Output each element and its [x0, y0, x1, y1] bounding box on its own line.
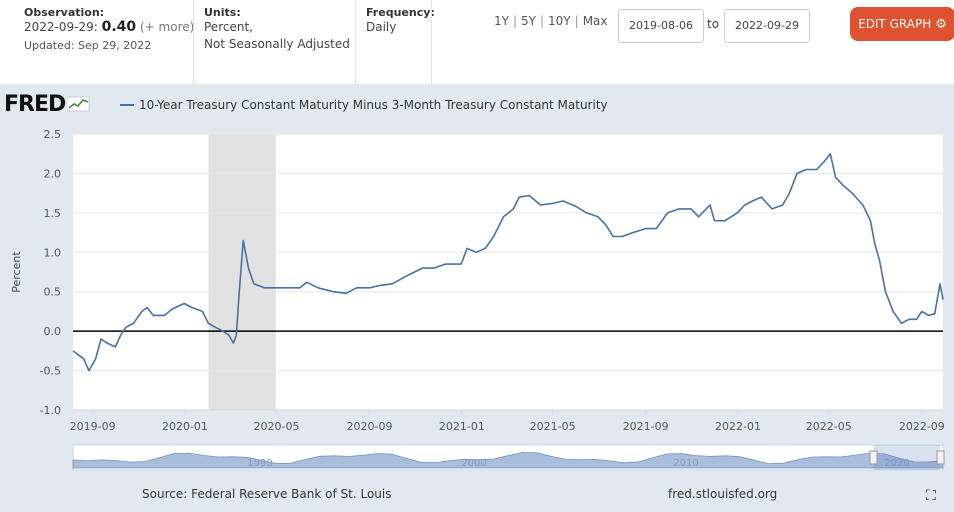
gear-icon: ⚙	[935, 17, 947, 32]
x-tick-label: 2019-09	[70, 420, 116, 433]
series-line	[72, 152, 944, 372]
units-line-1: Percent,	[204, 20, 253, 34]
x-tick-label: 2022-05	[806, 420, 852, 433]
x-tick-label: 2020-01	[162, 420, 208, 433]
header-bar: Observation: 2022-09-29: 0.40 (+ more) U…	[0, 0, 954, 84]
y-tick-label: 2.5	[44, 128, 62, 141]
navigator-label: 2020	[884, 458, 909, 469]
edit-graph-button[interactable]: EDIT GRAPH ⚙	[850, 7, 954, 41]
site-link[interactable]: fred.stlouisfed.org	[668, 487, 778, 501]
range-separator: |	[512, 14, 518, 28]
navigator-selection[interactable]	[874, 445, 940, 470]
observation-change-link[interactable]: (+ more)	[139, 20, 195, 34]
fred-logo: FRED	[4, 92, 91, 117]
date-to-label: to	[707, 17, 720, 31]
header-divider	[355, 0, 356, 84]
x-tick-label: 2021-01	[439, 420, 485, 433]
navigator-left-handle[interactable]	[869, 450, 878, 465]
fullscreen-icon[interactable]: ⛶	[926, 488, 936, 504]
edit-graph-label: EDIT GRAPH	[858, 17, 932, 31]
navigator-label: 2010	[673, 458, 698, 469]
observation-label: Observation:	[24, 6, 105, 19]
y-tick-label: 1.5	[44, 207, 62, 220]
observation-block: Observation: 2022-09-29: 0.40 (+ more) U…	[24, 6, 194, 52]
range-separator: |	[574, 14, 579, 28]
y-axis-label: Percent	[10, 251, 23, 293]
x-tick-label: 2022-01	[715, 420, 761, 433]
date-to-input[interactable]: 2022-09-29	[724, 9, 810, 43]
units-block: Units: Percent, Not Seasonally Adjusted	[204, 6, 350, 90]
chart-legend: 10-Year Treasury Constant Maturity Minus…	[120, 98, 608, 112]
x-tick-label: 2021-09	[623, 420, 669, 433]
source-text: Source: Federal Reserve Bank of St. Loui…	[142, 487, 392, 501]
x-tick-label: 2021-05	[530, 420, 576, 433]
legend-label: 10-Year Treasury Constant Maturity Minus…	[139, 98, 608, 112]
y-tick-label: -0.5	[40, 365, 61, 378]
date-from-input[interactable]: 2019-08-06	[618, 9, 704, 43]
updated-date: Updated: Sep 29, 2022	[24, 39, 152, 52]
range-separator: |	[539, 14, 545, 28]
observation-value: 2022-09-29: 0.40 (+ more)	[24, 19, 194, 36]
range-max[interactable]: Max	[582, 14, 608, 28]
y-tick-label: 0.5	[44, 286, 62, 299]
frequency-block: Frequency: Daily	[366, 6, 435, 90]
y-tick-label: 2.0	[44, 167, 62, 180]
recession-shading	[208, 134, 276, 410]
range-5y[interactable]: 5Y	[521, 14, 536, 28]
fred-logo-text: FRED	[4, 92, 66, 117]
legend-swatch	[120, 104, 134, 106]
navigator-right-handle[interactable]	[936, 450, 945, 465]
y-tick-label: 1.0	[44, 246, 62, 259]
plot-background	[73, 134, 943, 410]
observation-date: 2022-09-29:	[24, 20, 98, 34]
frequency-label: Frequency:	[366, 6, 435, 19]
range-1y[interactable]: 1Y	[494, 14, 509, 28]
header-divider	[431, 0, 432, 84]
fred-logo-icon	[66, 96, 90, 112]
range-10y[interactable]: 10Y	[548, 14, 571, 28]
navigator-area	[72, 451, 944, 469]
y-tick-label: -1.0	[40, 404, 61, 417]
navigator-label: 2000	[461, 458, 486, 469]
y-tick-label: 0.0	[44, 325, 62, 338]
header-divider	[193, 0, 194, 84]
x-tick-label: 2020-09	[347, 420, 393, 433]
navigator-label: 1990	[247, 458, 272, 469]
units-label: Units:	[204, 6, 241, 19]
observation-number: 0.40	[101, 19, 137, 35]
x-tick-label: 2022-09	[899, 420, 945, 433]
frequency-value: Daily	[366, 20, 397, 34]
range-selector: 1Y | 5Y | 10Y | Max	[494, 14, 608, 28]
units-line-2: Not Seasonally Adjusted	[204, 37, 350, 51]
x-tick-label: 2020-05	[254, 420, 300, 433]
